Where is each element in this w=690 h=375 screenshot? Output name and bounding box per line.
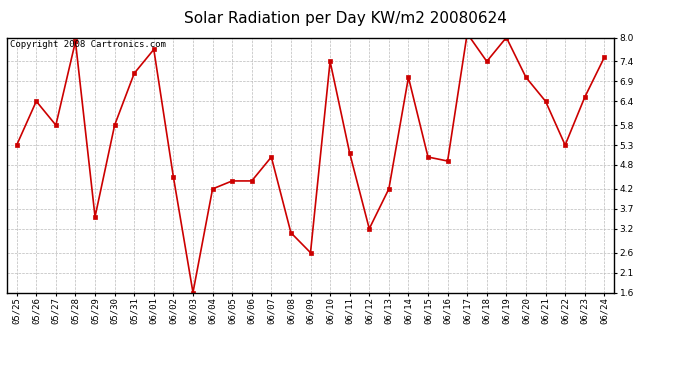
- Text: Solar Radiation per Day KW/m2 20080624: Solar Radiation per Day KW/m2 20080624: [184, 11, 506, 26]
- Text: Copyright 2008 Cartronics.com: Copyright 2008 Cartronics.com: [10, 40, 166, 49]
